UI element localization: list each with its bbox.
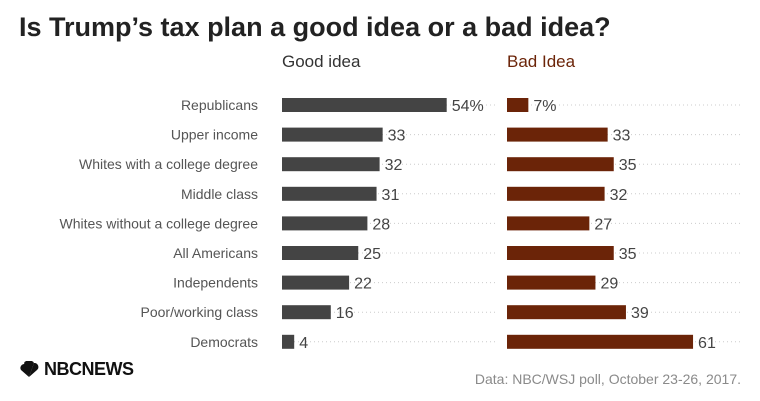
bar bbox=[507, 98, 529, 112]
data-label: 16 bbox=[336, 305, 354, 322]
bar bbox=[507, 157, 614, 172]
bar bbox=[507, 127, 608, 142]
data-label: 33 bbox=[388, 128, 406, 145]
data-label: 27 bbox=[594, 216, 612, 233]
data-label: 31 bbox=[382, 187, 400, 204]
category-label: All Americans bbox=[173, 245, 258, 261]
chart-title: Is Trump’s tax plan a good idea or a bad… bbox=[19, 12, 611, 42]
category-label: Republicans bbox=[181, 97, 258, 113]
data-label: 4 bbox=[299, 335, 308, 352]
bar bbox=[507, 246, 614, 260]
series-header: Good idea bbox=[282, 52, 361, 71]
category-label: Whites with a college degree bbox=[79, 156, 258, 172]
category-label: Whites without a college degree bbox=[60, 215, 259, 231]
bar bbox=[282, 246, 359, 260]
bar bbox=[282, 216, 368, 231]
data-label: 32 bbox=[385, 157, 403, 174]
data-label: 25 bbox=[363, 246, 381, 263]
data-label: 7% bbox=[533, 98, 556, 115]
data-label: 54% bbox=[452, 98, 484, 115]
bar bbox=[507, 186, 605, 201]
bar bbox=[282, 127, 383, 142]
data-label: 61 bbox=[698, 335, 716, 352]
bar bbox=[282, 334, 295, 349]
series-header: Bad Idea bbox=[507, 52, 576, 71]
bar bbox=[282, 275, 350, 290]
data-label: 33 bbox=[613, 128, 631, 145]
data-label: 39 bbox=[631, 305, 649, 322]
category-label: Independents bbox=[173, 275, 258, 291]
category-label: Middle class bbox=[181, 186, 258, 202]
logo-text: NBCNEWS bbox=[44, 359, 134, 379]
bar bbox=[282, 186, 377, 201]
category-label: Poor/working class bbox=[141, 304, 259, 320]
data-label: 28 bbox=[372, 216, 390, 233]
bar bbox=[282, 157, 380, 172]
bar bbox=[507, 216, 590, 231]
data-label: 35 bbox=[619, 157, 637, 174]
nbc-news-logo: NBCNEWS bbox=[18, 359, 134, 380]
data-label: 29 bbox=[600, 276, 618, 293]
bar bbox=[282, 305, 331, 320]
category-label: Upper income bbox=[171, 127, 258, 143]
data-label: 32 bbox=[610, 187, 628, 204]
bar bbox=[507, 275, 596, 290]
category-label: Democrats bbox=[190, 334, 258, 350]
bar bbox=[507, 334, 694, 349]
bar bbox=[282, 98, 447, 112]
data-label: 35 bbox=[619, 246, 637, 263]
data-label: 22 bbox=[354, 276, 372, 293]
bar bbox=[507, 305, 626, 320]
source-note: Data: NBC/WSJ poll, October 23-26, 2017. bbox=[474, 371, 741, 387]
peacock-icon bbox=[20, 360, 39, 377]
